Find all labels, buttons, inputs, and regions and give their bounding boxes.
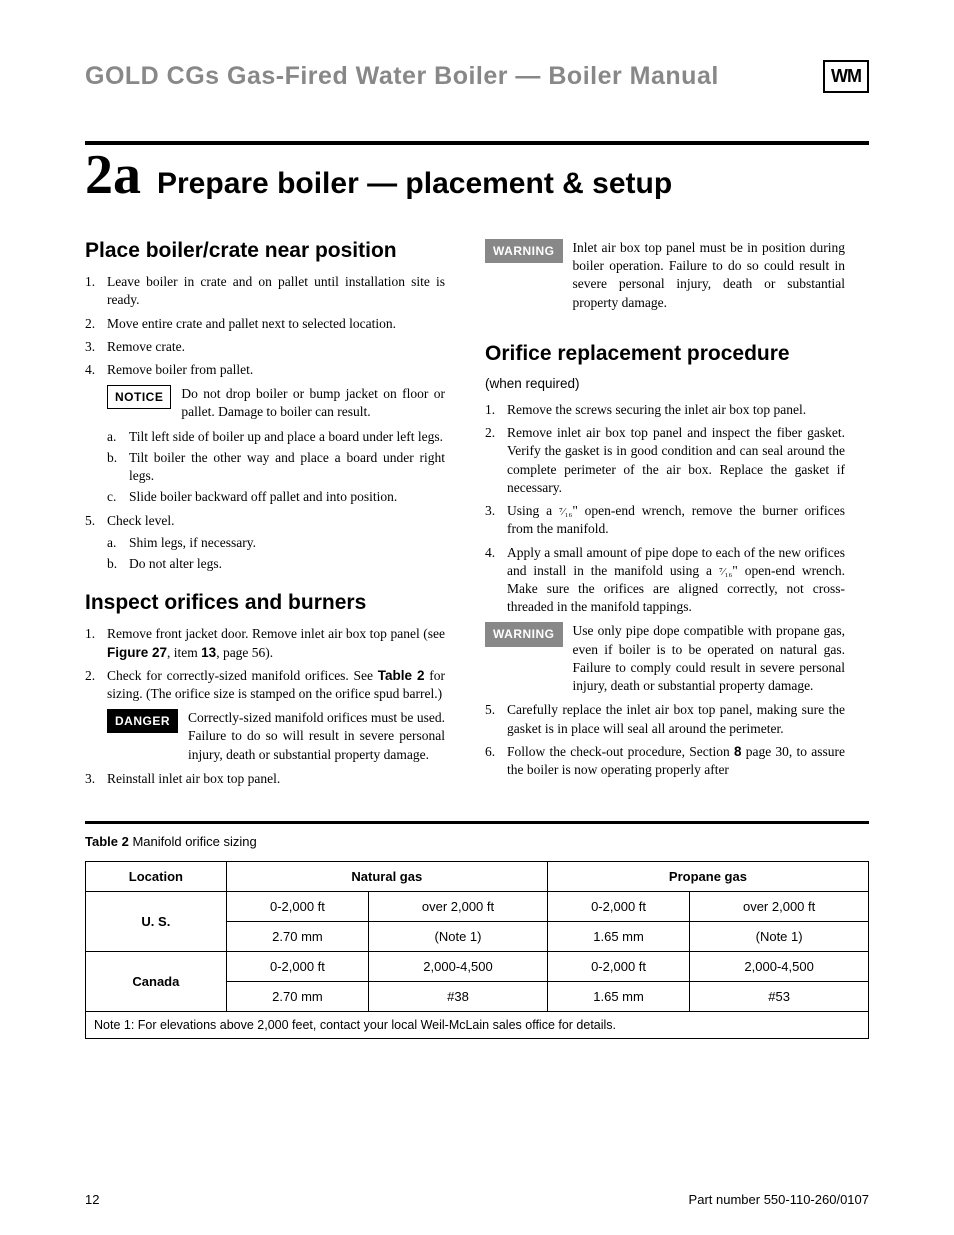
- list-item: Using a ⁷⁄₁₆" open-end wrench, remove th…: [485, 502, 845, 538]
- fraction: ⁷⁄₁₆: [559, 506, 572, 518]
- subsection-heading: Place boiler/crate near position: [85, 239, 445, 263]
- section-heading: 2a Prepare boiler — placement & setup: [85, 141, 869, 203]
- danger-callout: DANGER Correctly-sized manifold orifices…: [107, 709, 445, 764]
- table-section: Table 2 Manifold orifice sizing Location…: [85, 821, 869, 1039]
- subsection-heading: Orifice replacement procedure: [485, 342, 845, 366]
- warning-callout: WARNING Inlet air box top panel must be …: [485, 239, 845, 312]
- notice-badge: NOTICE: [107, 385, 171, 409]
- cell: 2.70 mm: [226, 982, 368, 1012]
- list-text: Remove boiler from pallet.: [107, 362, 253, 377]
- list-item: Move entire crate and pallet next to sel…: [85, 315, 445, 333]
- text: Using a: [507, 503, 559, 518]
- cell: over 2,000 ft: [369, 892, 548, 922]
- row-us: U. S.: [86, 892, 227, 952]
- cell: (Note 1): [690, 922, 869, 952]
- notice-text: Do not drop boiler or bump jacket on flo…: [181, 385, 445, 421]
- fraction: ⁷⁄₁₆: [719, 566, 732, 578]
- col-natural-gas: Natural gas: [226, 862, 547, 892]
- list-item: Shim legs, if necessary.: [107, 534, 445, 552]
- cell: 0-2,000 ft: [226, 892, 368, 922]
- text: , item: [167, 645, 201, 660]
- cell: 1.65 mm: [547, 982, 689, 1012]
- list-item: Remove front jacket door. Remove inlet a…: [85, 625, 445, 661]
- orifice-list: Remove the screws securing the inlet air…: [485, 401, 845, 779]
- sub-list: Tilt left side of boiler up and place a …: [107, 428, 445, 507]
- cell: 0-2,000 ft: [226, 952, 368, 982]
- danger-text: Correctly-sized manifold orifices must b…: [188, 709, 445, 764]
- cell: #38: [369, 982, 548, 1012]
- list-item: Check level. Shim legs, if necessary. Do…: [85, 512, 445, 574]
- table-caption: Table 2 Manifold orifice sizing: [85, 834, 869, 849]
- col-propane-gas: Propane gas: [547, 862, 868, 892]
- list-item: Do not alter legs.: [107, 555, 445, 573]
- section-title: Prepare boiler — placement & setup: [157, 167, 672, 201]
- list-item: Check for correctly-sized manifold orifi…: [85, 667, 445, 764]
- list-item: Follow the check-out procedure, Section …: [485, 743, 845, 779]
- list-item: Tilt boiler the other way and place a bo…: [107, 449, 445, 485]
- table-note: Note 1: For elevations above 2,000 feet,…: [85, 1012, 869, 1039]
- list-item: Remove inlet air box top panel and inspe…: [485, 424, 845, 497]
- cell: over 2,000 ft: [690, 892, 869, 922]
- table-row: Canada 0-2,000 ft 2,000-4,500 0-2,000 ft…: [86, 952, 869, 982]
- list-text: Check level.: [107, 513, 174, 528]
- text: Check for correctly-sized manifold orifi…: [107, 668, 378, 683]
- sub-list: Shim legs, if necessary. Do not alter le…: [107, 534, 445, 573]
- list-item: Reinstall inlet air box top panel.: [85, 770, 445, 788]
- text: , page 56).: [216, 645, 273, 660]
- cell: #53: [690, 982, 869, 1012]
- col-location: Location: [86, 862, 227, 892]
- manual-header: GOLD CGs Gas-Fired Water Boiler — Boiler…: [85, 60, 869, 93]
- list-item: Slide boiler backward off pallet and int…: [107, 488, 445, 506]
- cell: 1.65 mm: [547, 922, 689, 952]
- cell: 2.70 mm: [226, 922, 368, 952]
- table-row: Location Natural gas Propane gas: [86, 862, 869, 892]
- text: Follow the check-out procedure, Section: [507, 744, 734, 759]
- content-columns: Place boiler/crate near position Leave b…: [85, 239, 869, 793]
- list-item: Apply a small amount of pipe dope to eac…: [485, 544, 845, 696]
- danger-badge: DANGER: [107, 709, 178, 733]
- list-item: Leave boiler in crate and on pallet unti…: [85, 273, 445, 309]
- cell: 0-2,000 ft: [547, 952, 689, 982]
- orifice-table: Location Natural gas Propane gas U. S. 0…: [85, 861, 869, 1012]
- warning-badge: WARNING: [485, 239, 563, 263]
- item-ref: 13: [201, 645, 216, 660]
- warning-callout: WARNING Use only pipe dope compatible wi…: [485, 622, 845, 695]
- list-item: Remove crate.: [85, 338, 445, 356]
- warning-text: Inlet air box top panel must be in posit…: [573, 239, 846, 312]
- text: Remove front jacket door. Remove inlet a…: [107, 626, 445, 641]
- cell: 2,000-4,500: [690, 952, 869, 982]
- warning-text: Use only pipe dope compatible with propa…: [573, 622, 846, 695]
- notice-callout: NOTICE Do not drop boiler or bump jacket…: [107, 385, 445, 421]
- cell: 2,000-4,500: [369, 952, 548, 982]
- place-boiler-list: Leave boiler in crate and on pallet unti…: [85, 273, 445, 573]
- brand-logo: WM: [823, 60, 869, 93]
- list-item: Remove boiler from pallet. NOTICE Do not…: [85, 361, 445, 507]
- inspect-list: Remove front jacket door. Remove inlet a…: [85, 625, 445, 788]
- subsection-heading: Inspect orifices and burners: [85, 591, 445, 615]
- table-title: Manifold orifice sizing: [129, 834, 257, 849]
- list-item: Remove the screws securing the inlet air…: [485, 401, 845, 419]
- page-number: 12: [85, 1192, 99, 1207]
- list-item: Tilt left side of boiler up and place a …: [107, 428, 445, 446]
- subsection-note: (when required): [485, 376, 845, 391]
- list-item: Carefully replace the inlet air box top …: [485, 701, 845, 737]
- table-label: Table 2: [85, 834, 129, 849]
- table-ref: Table 2: [378, 668, 425, 683]
- manual-title: GOLD CGs Gas-Fired Water Boiler — Boiler…: [85, 62, 719, 91]
- warning-badge: WARNING: [485, 622, 563, 646]
- section-number: 2a: [85, 147, 145, 203]
- row-canada: Canada: [86, 952, 227, 1012]
- cell: 0-2,000 ft: [547, 892, 689, 922]
- right-column: WARNING Inlet air box top panel must be …: [485, 239, 845, 793]
- part-number: Part number 550-110-260/0107: [689, 1192, 869, 1207]
- table-row: U. S. 0-2,000 ft over 2,000 ft 0-2,000 f…: [86, 892, 869, 922]
- cell: (Note 1): [369, 922, 548, 952]
- figure-ref: Figure 27: [107, 645, 167, 660]
- left-column: Place boiler/crate near position Leave b…: [85, 239, 445, 793]
- page-footer: 12 Part number 550-110-260/0107: [85, 1192, 869, 1207]
